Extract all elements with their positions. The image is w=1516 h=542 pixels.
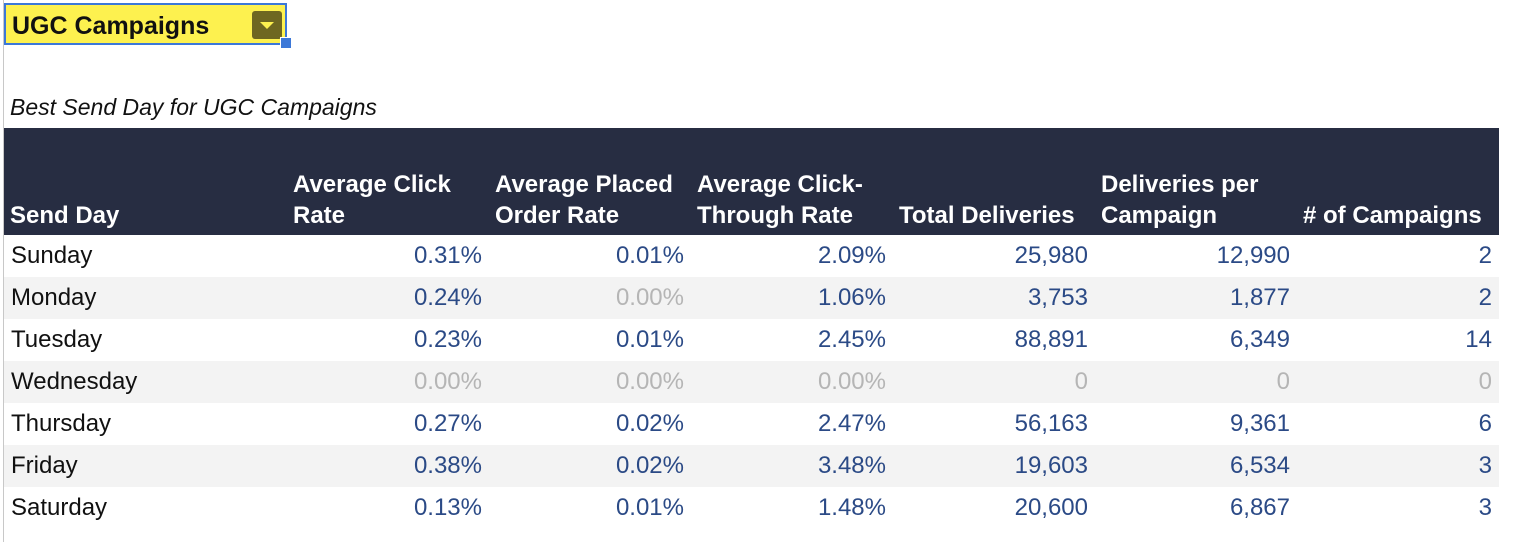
value-cell[interactable]: 0.38%	[287, 445, 489, 487]
column-header[interactable]: Average Click Rate	[287, 128, 489, 235]
column-header[interactable]: Average Placed Order Rate	[489, 128, 691, 235]
table-row: Monday 0.24% 0.00% 1.06% 3,753 1,877 2	[4, 277, 1499, 319]
value-cell[interactable]: 3	[1478, 494, 1492, 521]
column-header[interactable]: Send Day	[4, 128, 287, 235]
value-cell[interactable]: 0.00%	[489, 361, 691, 403]
table-row: Saturday 0.13% 0.01% 1.48% 20,600 6,867 3	[4, 487, 1499, 529]
value-cell[interactable]: 0.00%	[287, 361, 489, 403]
value-cell[interactable]: 3	[1297, 445, 1499, 487]
value-cell[interactable]: 0	[1297, 361, 1499, 403]
send-day-cell[interactable]: Sunday	[11, 242, 93, 269]
value-cell[interactable]: 0.00%	[489, 277, 691, 319]
value-cell[interactable]: 20,600	[1014, 494, 1088, 521]
value-cell[interactable]: 3,753	[893, 277, 1095, 319]
value-cell[interactable]: 1.48%	[817, 494, 886, 521]
value-cell[interactable]: 0.00%	[691, 361, 893, 403]
send-day-cell[interactable]: Monday	[4, 277, 287, 319]
selected-cell-value: UGC Campaigns	[12, 12, 210, 40]
value-cell[interactable]: 6,867	[1229, 494, 1290, 521]
table-row: Tuesday 0.23% 0.01% 2.45% 88,891 6,349 14	[4, 319, 1499, 361]
column-header[interactable]: Average Click-Through Rate	[691, 128, 893, 235]
column-header[interactable]: Total Deliveries	[893, 128, 1095, 235]
value-cell[interactable]: 0	[893, 361, 1095, 403]
table-row: Thursday 0.27% 0.02% 2.47% 56,163 9,361 6	[4, 403, 1499, 445]
value-cell[interactable]: 0.02%	[615, 410, 684, 437]
send-day-cell[interactable]: Thursday	[11, 410, 112, 437]
value-cell[interactable]: 2.09%	[817, 242, 886, 269]
value-cell[interactable]: 0.02%	[489, 445, 691, 487]
value-cell[interactable]: 3.48%	[691, 445, 893, 487]
column-header[interactable]: Deliveries per Campaign	[1095, 128, 1297, 235]
value-cell[interactable]: 6,349	[1229, 326, 1290, 353]
value-cell[interactable]: 0.24%	[287, 277, 489, 319]
value-cell[interactable]: 19,603	[893, 445, 1095, 487]
selected-cell-dropdown[interactable]: UGC Campaigns	[4, 3, 287, 45]
value-cell[interactable]: 0	[1095, 361, 1297, 403]
value-cell[interactable]: 0.23%	[413, 326, 482, 353]
value-cell[interactable]: 2.45%	[817, 326, 886, 353]
value-cell[interactable]: 0.01%	[615, 494, 684, 521]
dropdown-arrow-icon[interactable]	[252, 11, 282, 39]
value-cell[interactable]: 25,980	[1014, 242, 1088, 269]
send-day-cell[interactable]: Friday	[4, 445, 287, 487]
table-row: Sunday 0.31% 0.01% 2.09% 25,980 12,990 2	[4, 235, 1499, 277]
value-cell[interactable]: 6,534	[1095, 445, 1297, 487]
value-cell[interactable]: 1,877	[1095, 277, 1297, 319]
table-title: Best Send Day for UGC Campaigns	[10, 94, 377, 120]
value-cell[interactable]: 2	[1478, 242, 1492, 269]
value-cell[interactable]: 0.01%	[615, 326, 684, 353]
value-cell[interactable]: 9,361	[1229, 410, 1290, 437]
send-day-cell[interactable]: Tuesday	[11, 326, 103, 353]
send-day-table: Send Day Average Click Rate Average Placed…	[4, 128, 1499, 529]
value-cell[interactable]: 0.27%	[413, 410, 482, 437]
value-cell[interactable]: 0.31%	[413, 242, 482, 269]
column-header[interactable]: # of Campaigns	[1297, 128, 1499, 235]
value-cell[interactable]: 56,163	[1014, 410, 1088, 437]
value-cell[interactable]: 1.06%	[691, 277, 893, 319]
value-cell[interactable]: 2.47%	[817, 410, 886, 437]
value-cell[interactable]: 14	[1465, 326, 1492, 353]
table-row: Friday 0.38% 0.02% 3.48% 19,603 6,534 3	[4, 445, 1499, 487]
table-row: Wednesday 0.00% 0.00% 0.00% 0 0 0	[4, 361, 1499, 403]
value-cell[interactable]: 88,891	[1014, 326, 1088, 353]
value-cell[interactable]: 0.01%	[615, 242, 684, 269]
value-cell[interactable]: 6	[1478, 410, 1492, 437]
column-gridline	[3, 0, 4, 542]
value-cell[interactable]: 12,990	[1216, 242, 1290, 269]
fill-handle[interactable]	[280, 37, 292, 49]
value-cell[interactable]: 0.13%	[413, 494, 482, 521]
value-cell[interactable]: 2	[1297, 277, 1499, 319]
send-day-cell[interactable]: Wednesday	[4, 361, 287, 403]
send-day-cell[interactable]: Saturday	[11, 494, 108, 521]
